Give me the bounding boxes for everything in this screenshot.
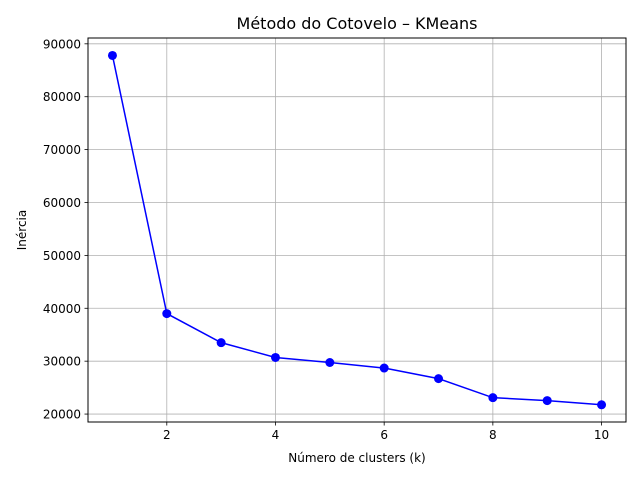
inertia-point xyxy=(542,396,552,406)
y-tick-label: 90000 xyxy=(43,37,81,51)
inertia-point xyxy=(379,363,389,373)
y-tick-label: 20000 xyxy=(43,408,81,422)
y-tick-label: 70000 xyxy=(43,143,81,157)
grid-lines xyxy=(88,38,626,422)
chart-title: Método do Cotovelo – KMeans xyxy=(237,14,478,33)
x-tick-label: 2 xyxy=(163,428,171,442)
inertia-point xyxy=(597,400,607,410)
inertia-point xyxy=(270,352,280,362)
x-tick-label: 4 xyxy=(272,428,280,442)
plot-area-frame xyxy=(87,37,627,423)
series-layer xyxy=(107,50,607,410)
x-tick-label: 8 xyxy=(489,428,497,442)
inertia-point xyxy=(162,309,172,319)
inertia-point xyxy=(107,50,117,60)
inertia-point xyxy=(325,357,335,367)
x-axis-label: Número de clusters (k) xyxy=(288,451,425,465)
inertia-point xyxy=(488,393,498,403)
y-tick-label: 80000 xyxy=(43,90,81,104)
axis-ticks: 2 4 6 8 10 20000 30000 40000 50000 60000 70000 8000… xyxy=(43,37,609,442)
y-tick-label: 50000 xyxy=(43,249,81,263)
y-tick-label: 40000 xyxy=(43,302,81,316)
inertia-point xyxy=(434,374,444,384)
y-axis-label: Inércia xyxy=(15,210,29,250)
y-tick-label: 30000 xyxy=(43,355,81,369)
inertia-line xyxy=(111,55,602,406)
x-tick-label: 10 xyxy=(594,428,609,442)
x-tick-label: 6 xyxy=(380,428,388,442)
inertia-point xyxy=(216,338,226,348)
y-tick-label: 60000 xyxy=(43,196,81,210)
